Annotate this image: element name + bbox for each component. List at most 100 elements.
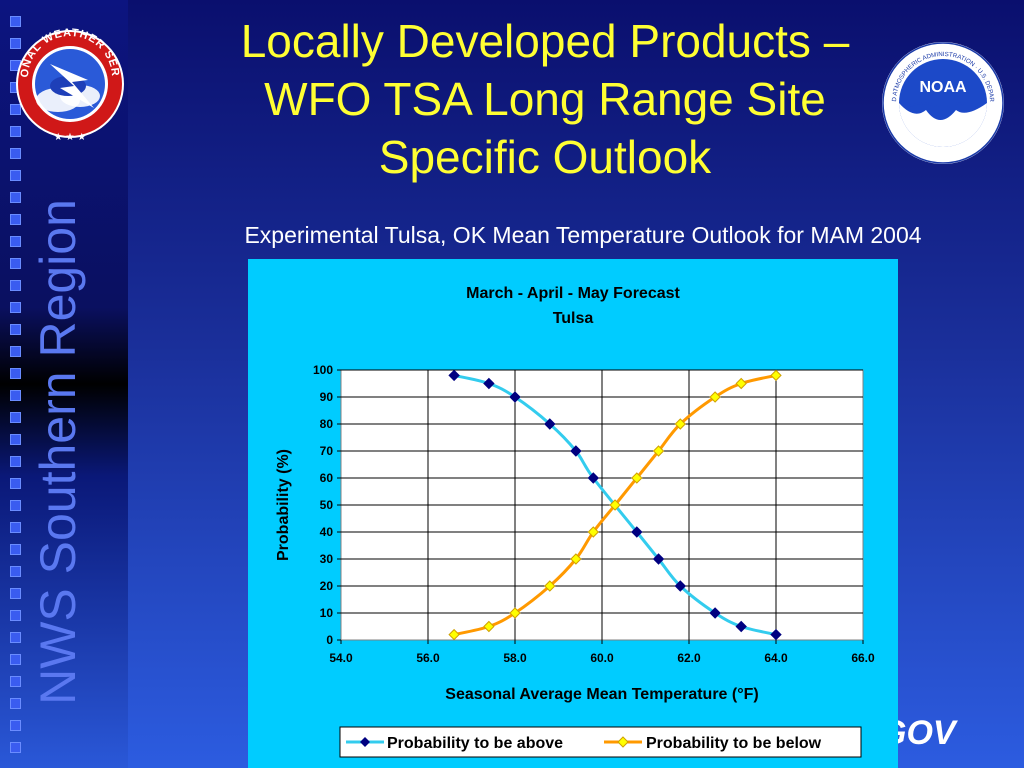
data-point-below — [570, 553, 582, 565]
y-tick-label: 80 — [320, 417, 334, 431]
sidebar-square-column — [10, 0, 24, 768]
x-tick-label: 66.0 — [851, 651, 875, 665]
tick-layer: 0 10 20 30 40 50 60 70 80 90 100 54.0 56.0 58.0 60.0 62… — [313, 363, 875, 665]
sidebar-square — [10, 676, 21, 687]
x-tick-label: 54.0 — [329, 651, 353, 665]
chart-legend: Probability to be above Probability to b… — [339, 726, 862, 758]
slide-subtitle: Experimental Tulsa, OK Mean Temperature … — [244, 222, 922, 248]
legend-label-below: Probability to be below — [646, 735, 822, 752]
data-point-above — [483, 377, 495, 390]
chart-panel: March - April - May Forecast Tulsa 0 10 20… — [248, 259, 898, 768]
slide-title-line: Locally Developed Products – — [240, 15, 850, 67]
data-point-above — [544, 418, 556, 430]
data-point-above — [652, 553, 665, 565]
data-point-below — [509, 607, 521, 619]
y-tick-label: 20 — [320, 579, 334, 593]
noaa-logo-icon: NOAA NATIONAL OCEANIC AND ATMOSPHERIC AD… — [880, 40, 1004, 164]
sidebar-square — [10, 126, 21, 137]
legend-label-above: Probability to be above — [387, 735, 563, 752]
x-tick-label: 58.0 — [503, 651, 527, 665]
chart-subtitle: Tulsa — [553, 310, 594, 327]
slide-title-line: WFO TSA Long Range Site — [264, 73, 826, 125]
sidebar-square — [10, 368, 21, 379]
x-axis-title: Seasonal Average Mean Temperature (°F) — [445, 686, 758, 703]
sidebar-square — [10, 214, 21, 225]
y-axis-title: Probability (%) — [275, 449, 292, 561]
sidebar-square — [10, 632, 21, 643]
sidebar-square — [10, 610, 21, 621]
data-point-below — [544, 580, 556, 592]
sidebar-square — [10, 544, 21, 555]
data-point-below — [587, 526, 600, 538]
sidebar-square — [10, 456, 21, 467]
legend-box — [339, 726, 862, 758]
data-point-above — [735, 620, 747, 633]
sidebar-square — [10, 38, 21, 49]
data-point-above — [587, 472, 600, 484]
y-tick-label: 50 — [320, 498, 334, 512]
data-point-above — [674, 580, 687, 592]
sidebar-square — [10, 346, 21, 357]
data-point-below — [652, 445, 665, 457]
slide-title-line: Specific Outlook — [378, 131, 712, 183]
sidebar-square — [10, 588, 21, 599]
sidebar-square — [10, 104, 21, 115]
sidebar-square — [10, 148, 21, 159]
sidebar-square — [10, 170, 21, 181]
data-point-below — [483, 620, 495, 633]
sidebar-square — [10, 566, 21, 577]
sidebar-square — [10, 192, 21, 203]
y-tick-label: 70 — [320, 444, 334, 458]
data-point-below — [448, 628, 460, 641]
grid-layer — [341, 369, 863, 640]
legend-marker-above — [360, 737, 370, 747]
data-point-above — [448, 369, 460, 382]
data-point-above — [631, 526, 643, 538]
sidebar-square — [10, 434, 21, 445]
sidebar-square — [10, 302, 21, 313]
legend-marker-below — [617, 736, 629, 748]
sidebar-square — [10, 390, 21, 401]
sidebar-square — [10, 478, 21, 489]
data-point-above — [570, 445, 582, 457]
sidebar-square — [10, 500, 21, 511]
data-point-below — [674, 418, 687, 430]
sidebar-square — [10, 654, 21, 665]
sidebar-square — [10, 412, 21, 423]
sidebar-region-label: NWS Southern Region — [30, 199, 86, 705]
sidebar-square — [10, 742, 21, 753]
y-tick-label: 90 — [320, 390, 334, 404]
x-tick-label: 64.0 — [764, 651, 788, 665]
y-tick-label: 30 — [320, 552, 334, 566]
x-tick-label: 60.0 — [590, 651, 614, 665]
sidebar-square — [10, 720, 21, 731]
data-point-above — [509, 391, 521, 403]
sidebar-square — [10, 236, 21, 247]
data-point-below — [631, 472, 643, 484]
y-tick-label: 60 — [320, 471, 334, 485]
data-point-below — [609, 499, 621, 511]
data-point-below — [770, 369, 782, 382]
y-tick-label: 40 — [320, 525, 334, 539]
data-point-above — [709, 607, 721, 619]
sidebar-square — [10, 522, 21, 533]
data-point-below — [709, 391, 721, 403]
sidebar-square — [10, 258, 21, 269]
sidebar-square — [10, 324, 21, 335]
data-point-above — [770, 628, 782, 641]
y-tick-label: 10 — [320, 606, 334, 620]
forecast-chart: March - April - May Forecast Tulsa 0 10 20… — [275, 285, 875, 758]
svg-text:★ ★ ★: ★ ★ ★ — [54, 132, 86, 143]
y-tick-label: 0 — [326, 633, 333, 647]
nws-logo-icon: ★ ★ ★ NATIONAL WEATHER SERVICE — [10, 18, 124, 143]
svg-text:NOAA: NOAA — [919, 79, 967, 96]
sidebar-square — [10, 698, 21, 709]
x-tick-label: 56.0 — [416, 651, 440, 665]
series-layer — [448, 369, 782, 641]
y-tick-label: 100 — [313, 363, 333, 377]
x-tick-label: 62.0 — [677, 651, 701, 665]
sidebar-square — [10, 16, 21, 27]
sidebar-square — [10, 280, 21, 291]
slide-title: Locally Developed Products – WFO TSA Lon… — [190, 12, 900, 186]
data-point-below — [735, 377, 747, 390]
